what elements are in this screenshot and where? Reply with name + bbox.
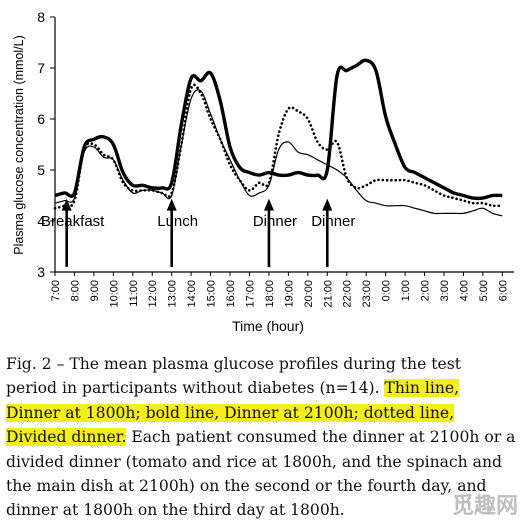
x-tick-label: 22:00 xyxy=(342,280,354,308)
x-tick-label: 18:00 xyxy=(264,280,276,308)
x-tick-label: 14:00 xyxy=(186,280,198,308)
series-line-bold xyxy=(54,58,503,201)
x-tick-label: 19:00 xyxy=(283,280,295,308)
event-label: Dinner xyxy=(311,213,355,230)
x-tick-label: 23:00 xyxy=(361,280,373,308)
event-label: Dinner xyxy=(253,213,297,230)
x-tick-label: 13:00 xyxy=(167,280,179,308)
y-ticks: 3 4 5 6 7 8 xyxy=(37,9,55,280)
chart-axes xyxy=(54,17,514,273)
x-ticks: 7:00 8:00 9:00 10:00 11:00 12:00 13:00 14:00 15:… xyxy=(50,272,509,308)
caption-text-1: Fig. 2 – The mean plasma glucose profile… xyxy=(6,355,462,398)
x-tick-label: 3:00 xyxy=(439,280,451,301)
x-tick-label: 5:00 xyxy=(478,280,490,301)
y-tick-label: 3 xyxy=(37,264,45,280)
figure-caption: Fig. 2 – The mean plasma glucose profile… xyxy=(6,352,516,523)
series-lines xyxy=(53,58,504,217)
watermark-logo: 觅趣网 xyxy=(451,494,518,519)
x-tick-label: 8:00 xyxy=(69,280,81,301)
x-tick-label: 7:00 xyxy=(50,280,62,301)
glucose-chart: 3 4 5 6 7 8 7:00 8:00 9:00 10:00 11:00 12:00 13:00 1… xyxy=(12,9,514,334)
x-tick-label: 12:00 xyxy=(147,280,159,308)
x-tick-label: 21:00 xyxy=(322,280,334,308)
y-tick-label: 5 xyxy=(37,162,45,178)
y-tick-label: 7 xyxy=(37,60,45,76)
x-tick-label: 2:00 xyxy=(420,280,432,301)
event-label: Breakfast xyxy=(41,213,105,230)
y-tick-label: 6 xyxy=(37,111,45,127)
x-axis-title: Time (hour) xyxy=(232,318,304,334)
event-label: Lunch xyxy=(157,213,198,230)
meal-events: Breakfast Lunch Dinner Dinner xyxy=(41,198,355,267)
x-tick-label: 16:00 xyxy=(225,280,237,308)
event-arrowhead xyxy=(322,198,333,211)
y-tick-label: 4 xyxy=(37,213,45,229)
x-tick-label: 20:00 xyxy=(303,280,315,308)
x-tick-label: 9:00 xyxy=(89,280,101,301)
x-tick-label: 1:00 xyxy=(400,280,412,301)
x-tick-label: 11:00 xyxy=(128,280,140,307)
series-line-dotted xyxy=(53,83,504,210)
series-line-thin xyxy=(54,89,503,217)
y-axis-title: Plasma glucose concentration (mmol/L) xyxy=(12,35,26,255)
x-tick-label: 15:00 xyxy=(206,280,218,308)
x-tick-label: 10:00 xyxy=(108,280,120,308)
caption-text-2: Each patient consumed the dinner at 2100… xyxy=(6,428,516,520)
x-tick-label: 4:00 xyxy=(458,280,470,301)
event-arrowhead xyxy=(166,198,177,211)
event-arrowhead xyxy=(61,198,72,211)
event-arrowhead xyxy=(263,198,274,211)
caption-text-3: t 1800h. xyxy=(278,501,345,520)
x-tick-label: 0:00 xyxy=(381,280,393,301)
x-tick-label: 6:00 xyxy=(497,280,509,301)
y-tick-label: 8 xyxy=(37,9,45,25)
x-tick-label: 17:00 xyxy=(244,280,256,308)
